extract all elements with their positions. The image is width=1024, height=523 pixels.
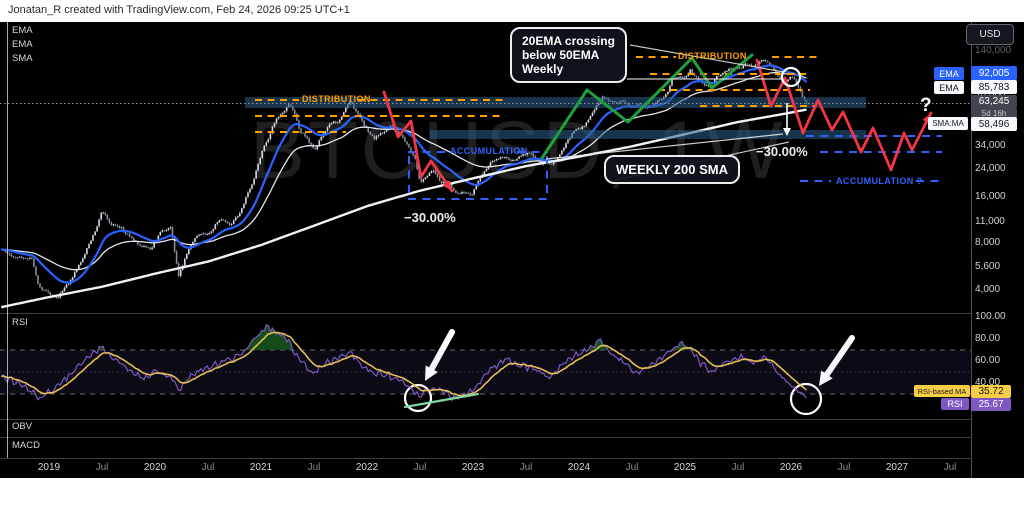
price-tick: 11,000 (975, 215, 1005, 227)
time-axis-mid: Jul (201, 462, 215, 473)
time-axis-mid: Jul (307, 462, 321, 473)
legend-sma200[interactable]: SMA (12, 53, 33, 64)
rsi-ma-axis-tag: RSI-based MA (914, 385, 970, 397)
rsi-tick: 40.00 (975, 377, 1001, 388)
weekly-200-sma-callout[interactable]: WEEKLY 200 SMA (604, 155, 740, 185)
time-axis-year: 2024 (567, 462, 591, 473)
price-tick: 8,000 (975, 237, 1001, 249)
last-price-axis-value: 63,245 (971, 95, 1017, 108)
time-axis-mid: Jul (731, 462, 745, 473)
time-axis-year: 2019 (37, 462, 61, 473)
accumulation-label-mid[interactable]: ACCUMULATION (450, 146, 528, 156)
time-axis-year: 2020 (143, 462, 167, 473)
time-axis-year: 2026 (779, 462, 803, 473)
rsi-tick: 100.00 (975, 311, 1006, 322)
accumulation-label-future[interactable]: ACCUMULATION ? (836, 176, 923, 186)
time-axis-year: 2023 (461, 462, 485, 473)
time-axis-year: 2025 (673, 462, 697, 473)
time-axis-mid: Jul (625, 462, 639, 473)
distribution-label-left[interactable]: DISTRIBUTION (302, 94, 371, 104)
ema-cross-callout[interactable]: 20EMA crossing below 50EMA Weekly (510, 27, 627, 84)
obv-pane-label[interactable]: OBV (12, 421, 33, 432)
rsi-ma-axis-value: 35.72 (971, 385, 1011, 398)
distribution-label-right[interactable]: DISTRIBUTION (678, 51, 747, 61)
rsi-pane-label[interactable]: RSI (12, 317, 28, 328)
bar-countdown: 5d 16h (971, 108, 1017, 118)
price-tick: 34,000 (975, 139, 1006, 151)
legend-ema50[interactable]: EMA (12, 39, 33, 50)
drop-percent-right[interactable]: −30.00% (756, 144, 808, 159)
legend-ema20[interactable]: EMA (12, 25, 33, 36)
footer: TradingView (0, 478, 1024, 523)
rsi-axis-value: 25.67 (971, 398, 1011, 411)
drop-percent-left[interactable]: −30.00% (404, 210, 456, 225)
question-mark-label[interactable]: ? (920, 95, 932, 116)
rsi-tick: 80.00 (975, 333, 1001, 344)
currency-toggle-button[interactable]: USD (966, 24, 1014, 45)
time-axis-mid: Jul (519, 462, 533, 473)
rsi-tick: 60.00 (975, 355, 1001, 366)
price-tick: 140,000 (975, 44, 1012, 56)
ema50-axis-tag: EMA (934, 81, 964, 94)
macd-pane-label[interactable]: MACD (12, 440, 40, 451)
time-axis-year: 2022 (355, 462, 379, 473)
price-tick: 4,000 (975, 284, 1001, 295)
rsi-axis-tag: RSI (941, 398, 969, 410)
sma-axis-tag: SMA:MA (928, 117, 968, 130)
time-axis-year: 2021 (249, 462, 273, 473)
attribution-bar: Jonatan_R created with TradingView.com, … (0, 0, 1024, 22)
price-tick: 16,000 (975, 190, 1006, 202)
time-axis-mid: Jul (943, 462, 957, 473)
ema20-axis-tag: EMA (934, 67, 964, 80)
sma-axis-value: 58,496 (971, 117, 1017, 131)
price-tick: 24,000 (975, 163, 1006, 175)
attribution-text: Jonatan_R created with TradingView.com, … (8, 4, 350, 16)
ema50-axis-value: 85,783 (971, 80, 1017, 94)
time-axis-mid: Jul (95, 462, 109, 473)
time-axis-year: 2027 (885, 462, 909, 473)
time-axis-mid: Jul (837, 462, 851, 473)
time-axis-mid: Jul (413, 462, 427, 473)
price-tick: 5,600 (975, 261, 1001, 273)
ema20-axis-value: 92,005 (971, 66, 1017, 80)
